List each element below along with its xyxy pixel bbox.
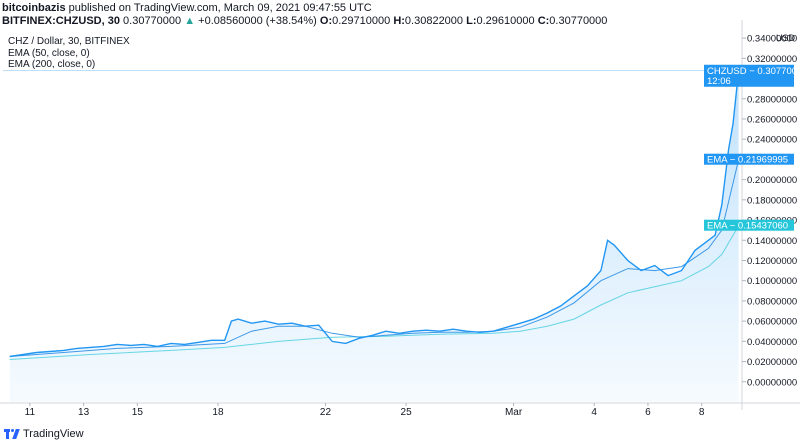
footer-brand[interactable]: TradingView [23, 428, 84, 440]
y-tick-label: 0.14000000 [747, 236, 797, 247]
y-tick-label: 0.24000000 [747, 135, 797, 146]
high-label: H: [393, 15, 405, 27]
y-tick-label: 0.34000000 [747, 34, 797, 45]
close-value: 0.30770000 [549, 15, 608, 27]
x-tick-label: 15 [132, 407, 144, 418]
open-label: O: [319, 15, 333, 27]
y-tick-label: 0.28000000 [747, 94, 797, 105]
y-unit-label: USD [776, 33, 796, 43]
legend-ema50: EMA (50, close, 0) [8, 48, 90, 59]
y-tick-label: 0.32000000 [747, 54, 797, 65]
legend-ema200: EMA (200, close, 0) [8, 59, 96, 70]
y-tick-label: 0.20000000 [747, 175, 797, 186]
y-tick-label: 0.18000000 [747, 195, 797, 206]
close-label: C: [537, 15, 550, 27]
ema50-line [9, 159, 740, 357]
price-area-fill [9, 70, 739, 403]
y-tick-label: 0.12000000 [747, 256, 797, 267]
ema50-tag-bg [704, 153, 794, 165]
low-label: L: [466, 15, 477, 27]
x-tick-label: 11 [25, 407, 36, 418]
change-value: +0.08560000 (+38.54%) [198, 15, 317, 27]
y-tick-label: 0.06000000 [747, 317, 797, 328]
ema50-tag-text: EMA − 0.21969995 [707, 155, 788, 166]
x-tick-label: 8 [699, 407, 705, 418]
up-arrow-icon: ▲ [184, 15, 196, 27]
x-tick-label: Mar [505, 407, 523, 418]
ema200-tag-text: EMA − 0.15437060 [707, 221, 788, 232]
price-tag-bg [704, 64, 794, 87]
y-tick-label: 0.00000000 [747, 377, 797, 388]
ema200-tag-bg [704, 219, 794, 231]
y-tick-label: 0.26000000 [747, 114, 797, 125]
symbol-line: BITFINEX:CHZUSD, 30 0.30770000 ▲ +0.0856… [2, 15, 607, 27]
publisher-line: bitcoinbazis published on TradingView.co… [2, 2, 372, 14]
x-tick-label: 18 [212, 407, 224, 418]
x-tick-label: 13 [78, 407, 90, 418]
low-value: 0.29610000 [476, 15, 535, 27]
price-line [9, 70, 740, 358]
x-tick-label: 4 [591, 407, 597, 418]
symbol-name: BITFINEX:CHZUSD, 30 [2, 15, 120, 27]
high-value: 0.30822000 [404, 15, 464, 27]
ema200-line [9, 225, 740, 360]
published-text: published on TradingView.com, March 09, … [68, 2, 372, 14]
y-tick-label: 0.04000000 [747, 337, 797, 348]
price-tag-text: CHZUSD − 0.30770000 [707, 66, 800, 77]
tradingview-logo-icon [4, 429, 20, 439]
y-tick-label: 0.08000000 [747, 296, 797, 307]
y-tick-label: 0.02000000 [747, 357, 797, 368]
price-tag-text: 12:06 [707, 76, 731, 87]
x-tick-label: 25 [401, 407, 413, 418]
open-value: 0.29710000 [332, 15, 391, 27]
legend-title: CHZ / Dollar, 30, BITFINEX [8, 36, 130, 47]
y-tick-label: 0.10000000 [747, 276, 797, 287]
last-price: 0.30770000 [123, 15, 182, 27]
x-tick-label: 22 [320, 407, 332, 418]
publisher-name: bitcoinbazis [2, 2, 66, 14]
footer: TradingView [4, 428, 84, 440]
x-tick-label: 6 [645, 407, 651, 418]
